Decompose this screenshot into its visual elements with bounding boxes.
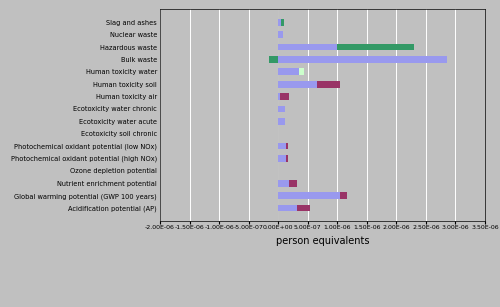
Bar xyxy=(278,93,280,100)
Bar xyxy=(316,81,340,87)
X-axis label: person equivalents: person equivalents xyxy=(276,236,369,246)
Bar xyxy=(286,155,288,162)
Bar xyxy=(297,204,310,212)
Bar xyxy=(286,143,288,150)
Bar xyxy=(278,31,283,38)
Bar xyxy=(278,19,281,26)
Bar xyxy=(278,68,299,75)
Bar xyxy=(278,192,340,199)
Bar xyxy=(338,44,414,50)
Bar xyxy=(278,56,446,63)
Bar xyxy=(278,106,285,112)
Bar xyxy=(278,180,289,187)
Bar xyxy=(278,81,316,87)
Bar xyxy=(278,44,338,50)
Bar xyxy=(270,56,278,63)
Bar xyxy=(299,68,304,75)
Bar xyxy=(340,192,346,199)
Bar xyxy=(278,155,286,162)
Bar xyxy=(278,143,286,150)
Bar xyxy=(280,93,289,100)
Bar xyxy=(278,118,285,125)
Bar xyxy=(289,180,296,187)
Bar xyxy=(281,19,283,26)
Bar xyxy=(278,204,297,212)
